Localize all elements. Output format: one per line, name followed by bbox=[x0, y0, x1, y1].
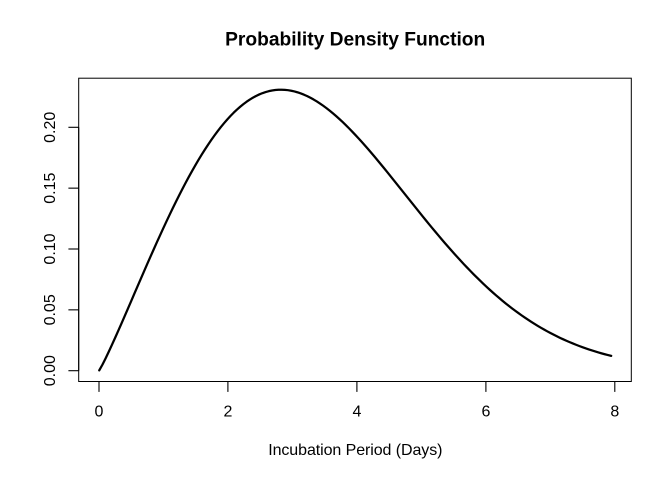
svg-text:0.20: 0.20 bbox=[42, 112, 59, 143]
svg-text:6: 6 bbox=[481, 404, 490, 421]
svg-text:2: 2 bbox=[223, 404, 232, 421]
svg-text:0.15: 0.15 bbox=[42, 172, 59, 203]
svg-text:4: 4 bbox=[352, 404, 361, 421]
svg-text:0.00: 0.00 bbox=[42, 355, 59, 386]
svg-text:Probability Density Function: Probability Density Function bbox=[225, 29, 485, 50]
svg-text:8: 8 bbox=[610, 404, 619, 421]
svg-text:0.05: 0.05 bbox=[42, 294, 59, 325]
svg-text:Incubation Period (Days): Incubation Period (Days) bbox=[268, 442, 442, 459]
svg-text:0.10: 0.10 bbox=[42, 233, 59, 264]
svg-text:0: 0 bbox=[95, 404, 104, 421]
